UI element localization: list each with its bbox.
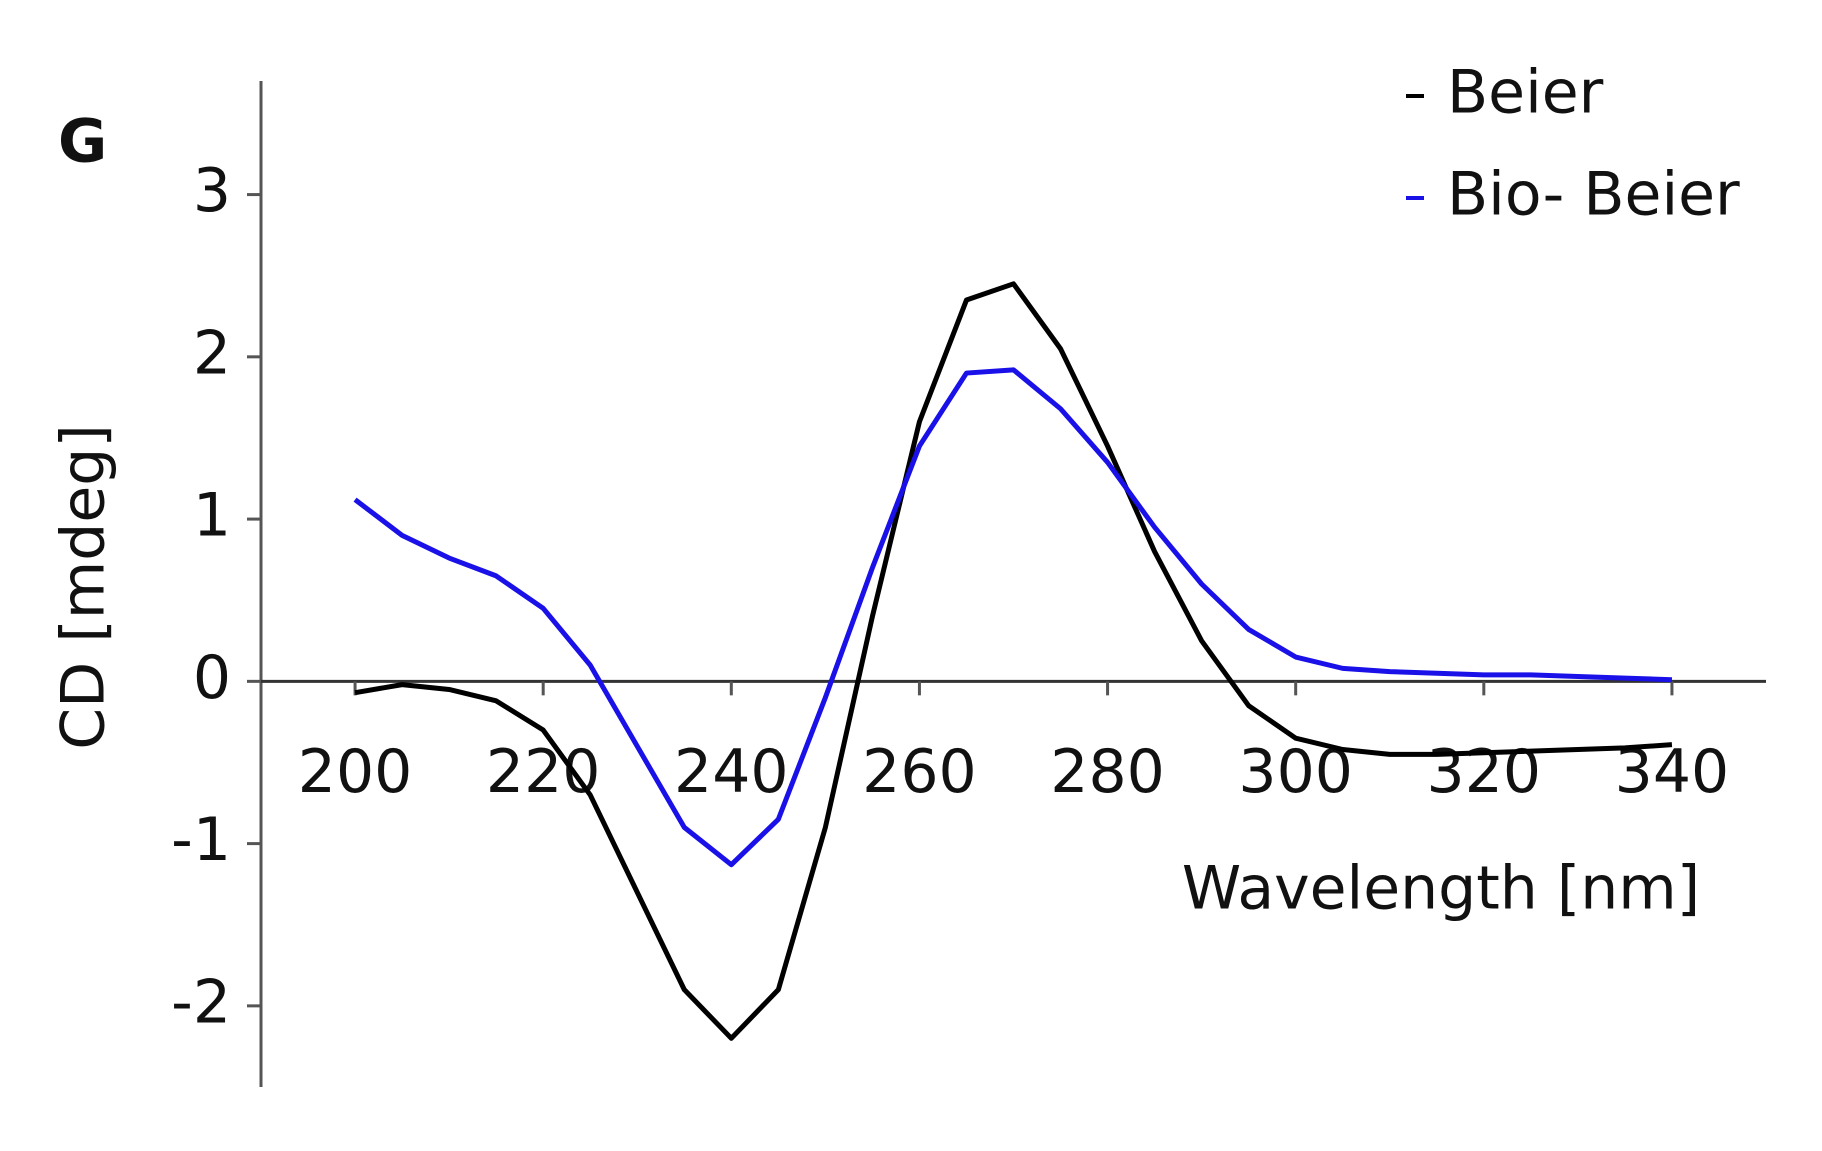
x-axis-title: Wavelength [nm]	[1182, 854, 1700, 924]
y-tick-label: 2	[193, 318, 231, 388]
y-tick-label: 3	[193, 156, 231, 226]
x-tick-label: 220	[486, 737, 601, 807]
panel-label: G	[58, 107, 107, 177]
y-tick-label: 0	[193, 643, 231, 713]
series-line	[354, 281, 1673, 1041]
y-tick-label: -1	[171, 805, 231, 875]
x-tick-label: 200	[298, 737, 413, 807]
series-line	[353, 367, 1673, 868]
x-tick-label: 260	[862, 737, 977, 807]
y-axis-title: CD [mdeg]	[49, 424, 119, 750]
x-tick-label: 320	[1427, 737, 1542, 807]
y-tick-label: 1	[193, 481, 231, 551]
x-tick-label: 240	[674, 737, 789, 807]
y-tick-label: -2	[171, 967, 231, 1037]
x-tick-label: 280	[1050, 737, 1165, 807]
legend-label: Beier	[1447, 58, 1604, 128]
legend-label: Bio- Beier	[1447, 160, 1740, 230]
